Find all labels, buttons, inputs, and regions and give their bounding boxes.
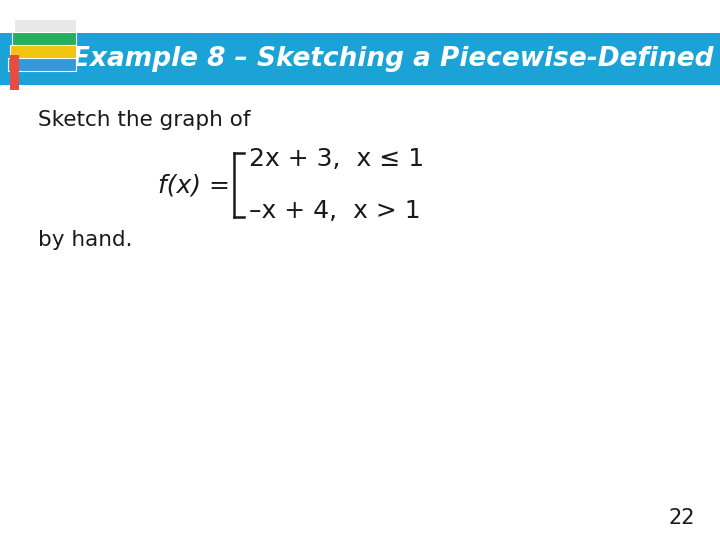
- Bar: [10, 55, 19, 90]
- Bar: [14, 19, 76, 33]
- Polygon shape: [10, 90, 19, 98]
- Text: by hand.: by hand.: [38, 230, 132, 250]
- Text: f(x) =: f(x) =: [158, 173, 230, 197]
- Bar: [12, 32, 76, 46]
- Text: –x + 4,  x > 1: –x + 4, x > 1: [249, 199, 420, 223]
- Text: Sketch the graph of: Sketch the graph of: [38, 110, 251, 130]
- Text: 2x + 3,  x ≤ 1: 2x + 3, x ≤ 1: [249, 147, 424, 171]
- Bar: [8, 58, 76, 71]
- Bar: [0, 33, 720, 85]
- Text: Example 8 – Sketching a Piecewise-Defined Function: Example 8 – Sketching a Piecewise-Define…: [72, 46, 720, 72]
- Bar: [10, 45, 76, 59]
- Text: 22: 22: [668, 508, 695, 528]
